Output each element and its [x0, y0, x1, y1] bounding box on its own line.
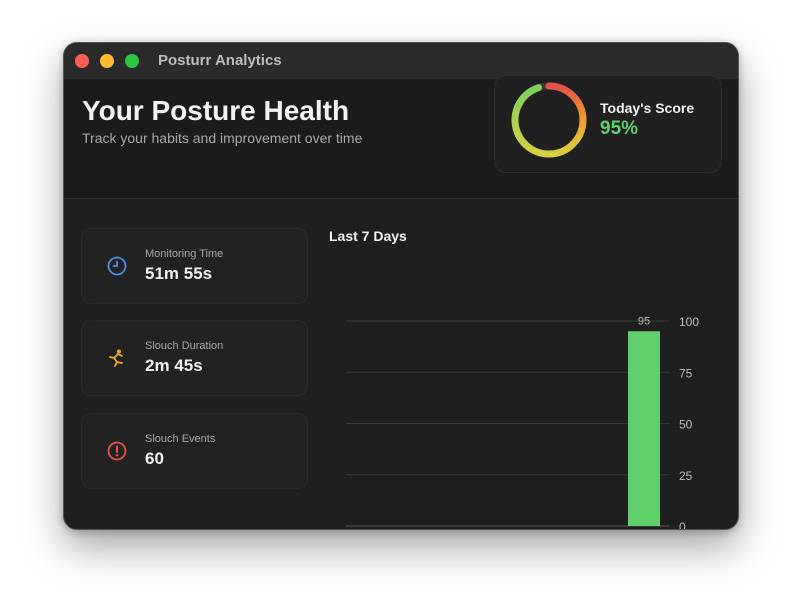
- bar-data-label: 95: [638, 315, 650, 327]
- page-title: Your Posture Health: [82, 95, 350, 126]
- stat-card-slouch-events: Slouch Events 60: [81, 413, 308, 489]
- score-value: 95%: [600, 118, 639, 139]
- bar: [628, 331, 660, 526]
- title-bar[interactable]: Posturr Analytics: [64, 43, 738, 79]
- score-ring-arc-right: [545, 82, 587, 158]
- chart-title: Last 7 Days: [329, 228, 407, 244]
- stat-card-slouch-duration: Slouch Duration 2m 45s: [81, 320, 308, 396]
- stat-value: 51m 55s: [145, 264, 213, 283]
- stat-value: 2m 45s: [145, 356, 203, 375]
- main-content: Monitoring Time 51m 55s Slouch Duration …: [64, 199, 738, 529]
- stat-value: 60: [145, 449, 164, 468]
- stat-label: Slouch Events: [145, 433, 216, 445]
- stat-card-monitoring-time: Monitoring Time 51m 55s: [81, 228, 308, 304]
- window-title: Posturr Analytics: [158, 52, 282, 69]
- slouching-figure-icon: [109, 349, 123, 367]
- bar-chart: 0255075100TueWedThuFriSatSunMon95: [346, 315, 699, 529]
- close-window-button[interactable]: [75, 54, 89, 68]
- y-tick-label: 100: [679, 315, 699, 329]
- exclamation-circle-icon: [107, 441, 127, 461]
- stat-label: Monitoring Time: [145, 248, 224, 260]
- score-ring-arc-left: [511, 84, 553, 158]
- clock-icon: [107, 256, 127, 276]
- app-window: Posturr Analytics Your Posture Health Tr…: [63, 42, 739, 530]
- stat-label: Slouch Duration: [145, 340, 224, 352]
- minimize-window-button[interactable]: [100, 54, 114, 68]
- header: Your Posture Health Track your habits an…: [64, 75, 738, 199]
- score-label: Today's Score: [600, 100, 695, 116]
- score-ring-gauge: [511, 82, 587, 158]
- y-tick-label: 25: [679, 469, 693, 483]
- page-subtitle: Track your habits and improvement over t…: [82, 130, 363, 146]
- y-tick-label: 50: [679, 418, 693, 432]
- score-card: Today's Score 95%: [494, 75, 722, 173]
- y-tick-label: 75: [679, 366, 693, 380]
- y-tick-label: 0: [679, 520, 686, 529]
- maximize-window-button[interactable]: [125, 54, 139, 68]
